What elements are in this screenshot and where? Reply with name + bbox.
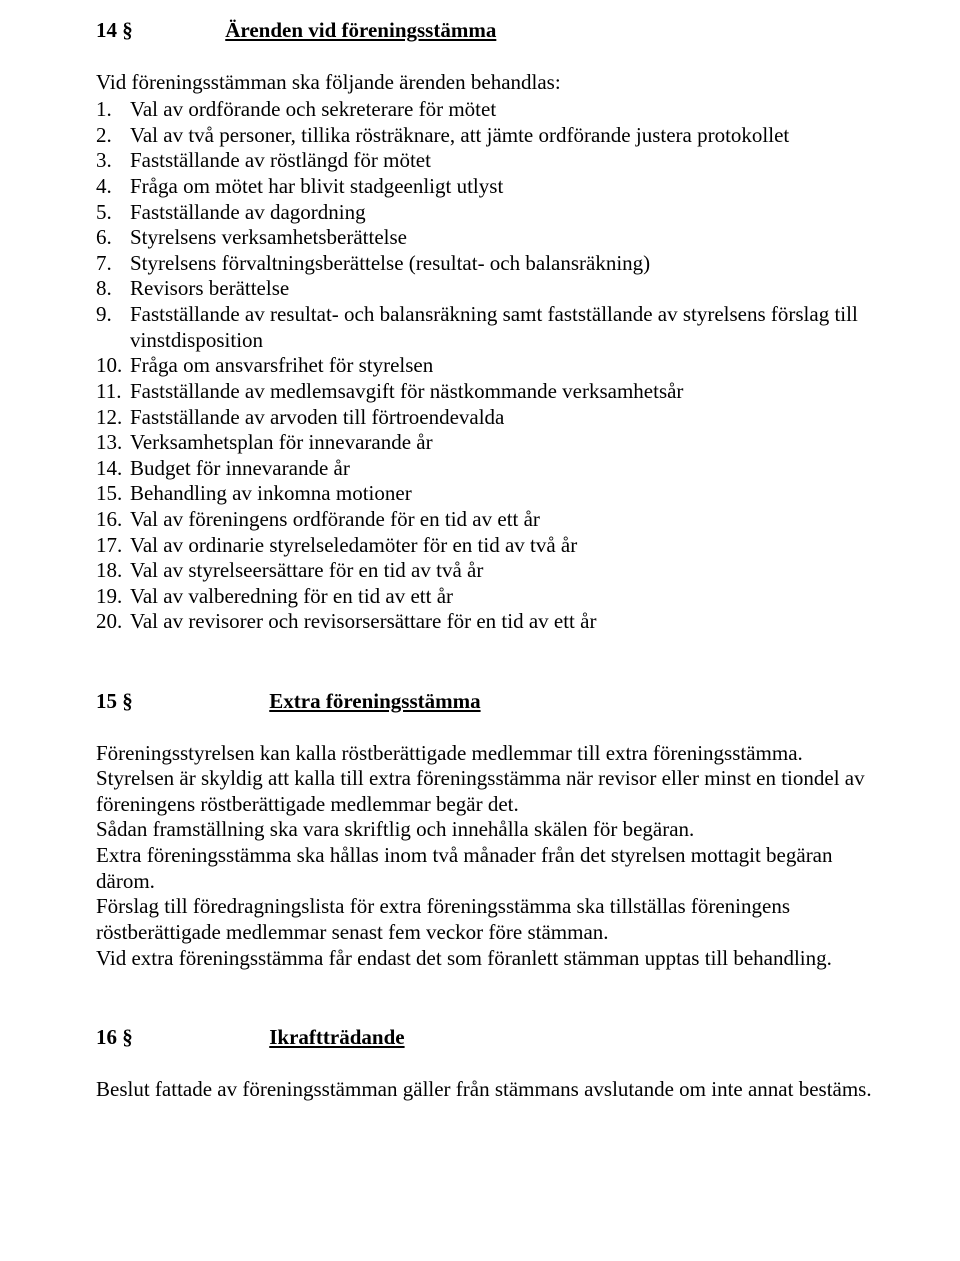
section-15-p4: Extra föreningsstämma ska hållas inom tv… — [96, 843, 880, 894]
section-16-title: Ikraftträdande — [269, 1025, 404, 1049]
list-item-number: 19. — [96, 584, 122, 610]
list-item-number: 2. — [96, 123, 112, 149]
list-item: 12. Fastställande av arvoden till förtroe… — [96, 405, 880, 431]
list-item-text: Fråga om mötet har blivit stadgeenligt u… — [130, 174, 880, 200]
list-item-number: 14. — [96, 456, 122, 482]
list-item-number: 1. — [96, 97, 112, 123]
list-item-text: Val av revisorer och revisorsersättare f… — [130, 609, 880, 635]
list-item-number: 16. — [96, 507, 122, 533]
list-item-number: 6. — [96, 225, 112, 251]
list-item-number: 20. — [96, 609, 122, 635]
list-item-text: Val av ordförande och sekreterare för mö… — [130, 97, 880, 123]
section-16-number: 16 § — [96, 1025, 133, 1051]
section-14-title: Ärenden vid föreningsstämma — [225, 18, 496, 42]
list-item-number: 7. — [96, 251, 112, 277]
section-15-heading: 15 § Extra föreningsstämma — [96, 689, 880, 715]
section-15-p1: Föreningsstyrelsen kan kalla röstberätti… — [96, 741, 880, 767]
list-item: 14. Budget för innevarande år — [96, 456, 880, 482]
list-item-number: 9. — [96, 302, 112, 328]
list-item-text: Fastställande av dagordning — [130, 200, 880, 226]
list-item: 5. Fastställande av dagordning — [96, 200, 880, 226]
list-item-text: Fastställande av resultat- och balansräk… — [130, 302, 880, 353]
list-item: 10. Fråga om ansvarsfrihet för styrelsen — [96, 353, 880, 379]
list-item-text: Fråga om ansvarsfrihet för styrelsen — [130, 353, 880, 379]
section-15-number: 15 § — [96, 689, 133, 715]
section-15-p5: Förslag till föredragningslista för extr… — [96, 894, 880, 945]
list-item: 8. Revisors berättelse — [96, 276, 880, 302]
list-item-text: Budget för innevarande år — [130, 456, 880, 482]
list-item-text: Fastställande av röstlängd för mötet — [130, 148, 880, 174]
section-15-p2: Styrelsen är skyldig att kalla till extr… — [96, 766, 880, 817]
list-item-text: Styrelsens verksamhetsberättelse — [130, 225, 880, 251]
list-item-number: 4. — [96, 174, 112, 200]
list-item: 1. Val av ordförande och sekreterare för … — [96, 97, 880, 123]
section-15-p6: Vid extra föreningsstämma får endast det… — [96, 946, 880, 972]
list-item: 16. Val av föreningens ordförande för en … — [96, 507, 880, 533]
section-15-body: Föreningsstyrelsen kan kalla röstberätti… — [96, 741, 880, 971]
list-item: 13. Verksamhetsplan för innevarande år — [96, 430, 880, 456]
section-16-p1: Beslut fattade av föreningsstämman gälle… — [96, 1077, 880, 1103]
section-14-number: 14 § — [96, 18, 133, 44]
list-item-number: 8. — [96, 276, 112, 302]
section-14-list: 1. Val av ordförande och sekreterare för … — [96, 97, 880, 635]
list-item: 11. Fastställande av medlemsavgift för nä… — [96, 379, 880, 405]
list-item-text: Val av två personer, tillika rösträknare… — [130, 123, 880, 149]
list-item-number: 18. — [96, 558, 122, 584]
list-item-number: 12. — [96, 405, 122, 431]
list-item: 9. Fastställande av resultat- och balansr… — [96, 302, 880, 353]
list-item-number: 5. — [96, 200, 112, 226]
list-item-text: Val av valberedning för en tid av ett år — [130, 584, 880, 610]
list-item: 6. Styrelsens verksamhetsberättelse — [96, 225, 880, 251]
list-item: 3. Fastställande av röstlängd för mötet — [96, 148, 880, 174]
list-item: 20. Val av revisorer och revisorsersättar… — [96, 609, 880, 635]
list-item-number: 11. — [96, 379, 121, 405]
list-item: 2. Val av två personer, tillika rösträkna… — [96, 123, 880, 149]
list-item-text: Val av föreningens ordförande för en tid… — [130, 507, 880, 533]
list-item-text: Fastställande av medlemsavgift för nästk… — [130, 379, 880, 405]
list-item: 17. Val av ordinarie styrelseledamöter fö… — [96, 533, 880, 559]
list-item-text: Behandling av inkomna motioner — [130, 481, 880, 507]
section-14-heading: 14 § Ärenden vid föreningsstämma — [96, 18, 880, 44]
list-item: 7. Styrelsens förvaltningsberättelse (res… — [96, 251, 880, 277]
list-item: 15. Behandling av inkomna motioner — [96, 481, 880, 507]
section-16-heading: 16 § Ikraftträdande — [96, 1025, 880, 1051]
section-14-intro: Vid föreningsstämman ska följande ärende… — [96, 70, 880, 96]
list-item-number: 17. — [96, 533, 122, 559]
list-item-text: Revisors berättelse — [130, 276, 880, 302]
list-item: 18. Val av styrelseersättare för en tid a… — [96, 558, 880, 584]
list-item-text: Fastställande av arvoden till förtroende… — [130, 405, 880, 431]
list-item: 4. Fråga om mötet har blivit stadgeenligt… — [96, 174, 880, 200]
section-15-p3: Sådan framställning ska vara skriftlig o… — [96, 817, 880, 843]
list-item-number: 13. — [96, 430, 122, 456]
list-item-number: 10. — [96, 353, 122, 379]
list-item-text: Val av ordinarie styrelseledamöter för e… — [130, 533, 880, 559]
list-item-number: 15. — [96, 481, 122, 507]
list-item-text: Verksamhetsplan för innevarande år — [130, 430, 880, 456]
list-item-text: Styrelsens förvaltningsberättelse (resul… — [130, 251, 880, 277]
list-item-text: Val av styrelseersättare för en tid av t… — [130, 558, 880, 584]
list-item-number: 3. — [96, 148, 112, 174]
section-15-title: Extra föreningsstämma — [269, 689, 480, 713]
list-item: 19. Val av valberedning för en tid av ett… — [96, 584, 880, 610]
